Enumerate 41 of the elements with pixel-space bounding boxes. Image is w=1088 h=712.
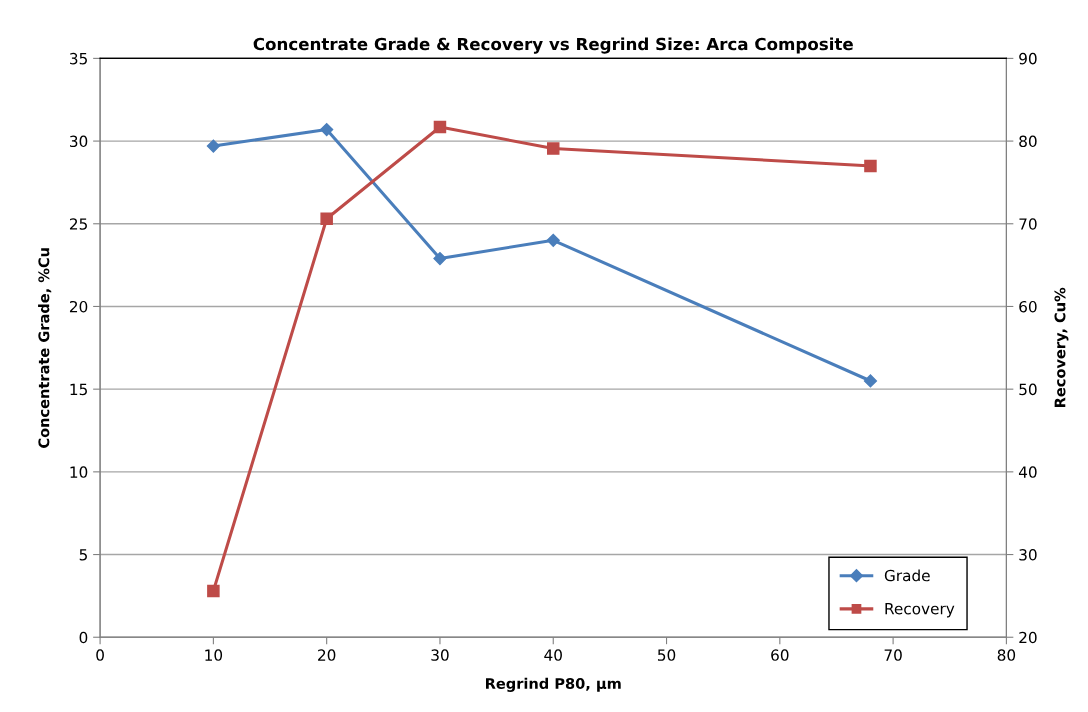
point [433,251,447,266]
point [206,139,220,153]
point [320,212,333,226]
point [207,584,220,598]
y2-tick-label: 40 [1018,466,1037,478]
y2-tick-label: 20 [1019,631,1037,644]
y-tick-label: 15 [70,383,87,396]
y-axis-title: Concentrate Grade, %Cu [38,248,52,448]
y2-tick-label: 70 [1019,218,1037,230]
y-tick-label: 10 [70,466,88,478]
y-tick-label: 5 [79,549,87,561]
point [546,233,560,247]
y2-tick-label: 30 [1019,549,1037,561]
y2-axis-title: Recovery, Cu% [1054,287,1069,407]
y2-tick-label: 90 [1019,52,1037,65]
y2-tick-label: 60 [1019,300,1037,313]
x-tick-label: 10 [205,649,223,661]
x-tick-label: 80 [997,649,1016,661]
x-axis-title: Regrind P80, µm [486,677,621,692]
point [863,374,878,388]
y-tick-label: 20 [69,300,88,313]
x-tick-label: 20 [318,649,336,661]
point [433,120,447,134]
x-tick-label: 70 [884,649,902,661]
legend-label: Recovery [885,603,955,618]
x-tick-label: 50 [657,649,676,661]
point [864,159,877,173]
x-tick-label: 0 [96,649,104,661]
y2-tick-label: 50 [1019,383,1037,396]
x-tick-label: 60 [771,649,789,661]
y-tick-label: 35 [70,52,87,65]
x-tick-label: 40 [544,649,562,661]
y2-tick-label: 80 [1019,135,1037,148]
y-tick-label: 0 [79,631,88,644]
legend-label: Grade [884,569,930,582]
point [320,122,334,137]
y-tick-label: 30 [70,135,88,148]
chart-title: Concentrate Grade & Recovery vs Regrind Size: Arca Composite [253,37,853,54]
y-tick-label: 25 [69,218,87,230]
x-tick-label: 30 [431,649,449,661]
point [546,142,560,155]
